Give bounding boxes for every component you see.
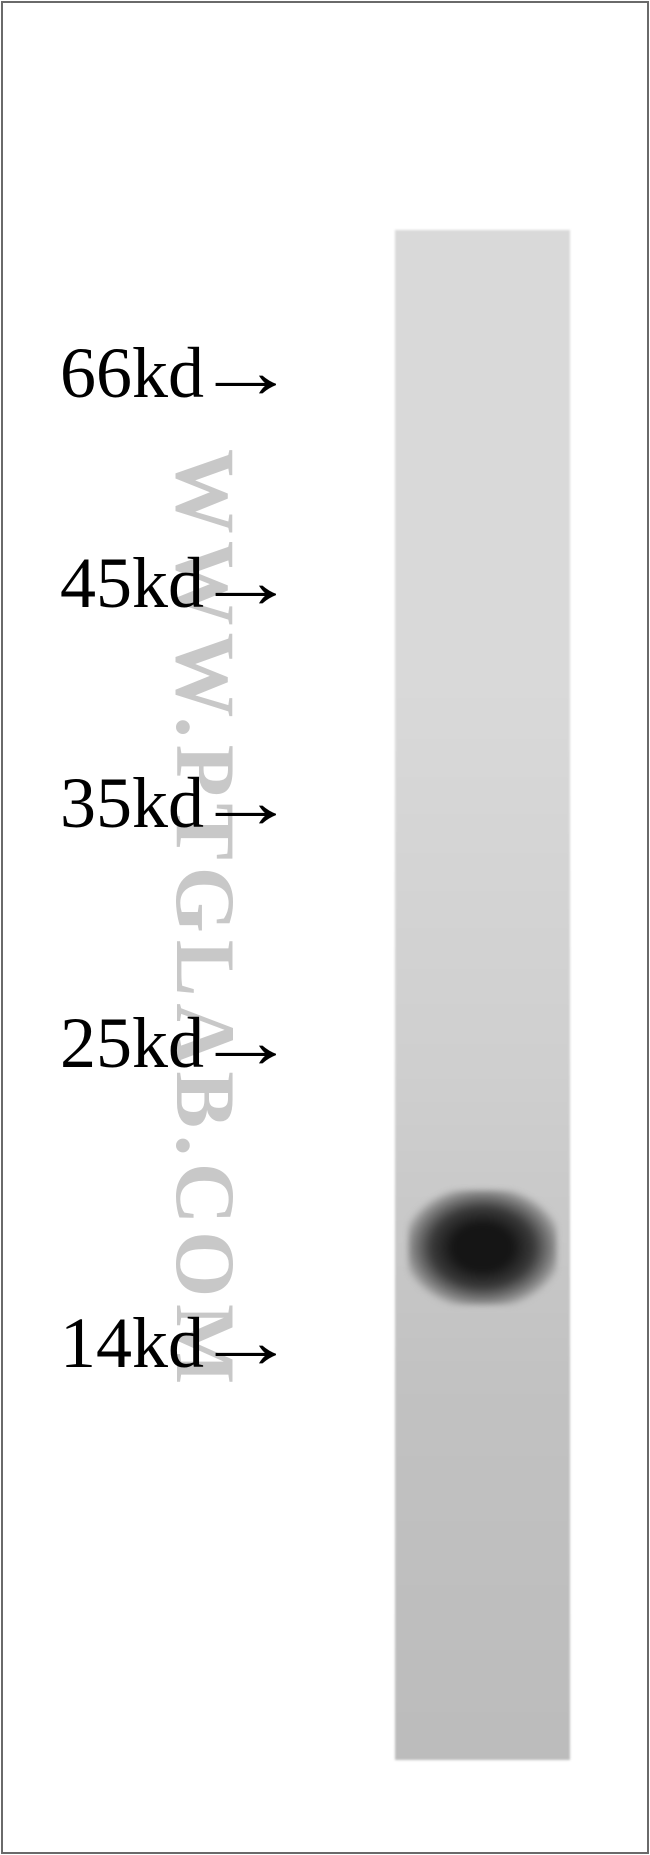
marker-66kd: 66kd→	[60, 330, 284, 416]
arrow-right-icon: →	[195, 330, 297, 416]
protein-band	[408, 1190, 557, 1305]
figure-canvas: WWW.PTGLAB.COM 66kd→45kd→35kd→25kd→14kd→	[0, 0, 650, 1855]
blot-lane	[395, 230, 570, 1760]
marker-14kd: 14kd→	[60, 1300, 284, 1386]
marker-45kd: 45kd→	[60, 540, 284, 626]
marker-label-text: 25kd	[60, 1002, 204, 1085]
arrow-right-icon: →	[195, 1000, 297, 1086]
marker-35kd: 35kd→	[60, 760, 284, 846]
marker-label-text: 14kd	[60, 1302, 204, 1385]
marker-label-text: 66kd	[60, 332, 204, 415]
blot-lane-background	[395, 230, 570, 1760]
marker-label-text: 35kd	[60, 762, 204, 845]
marker-label-text: 45kd	[60, 542, 204, 625]
arrow-right-icon: →	[195, 760, 297, 846]
arrow-right-icon: →	[195, 540, 297, 626]
arrow-right-icon: →	[195, 1300, 297, 1386]
marker-25kd: 25kd→	[60, 1000, 284, 1086]
